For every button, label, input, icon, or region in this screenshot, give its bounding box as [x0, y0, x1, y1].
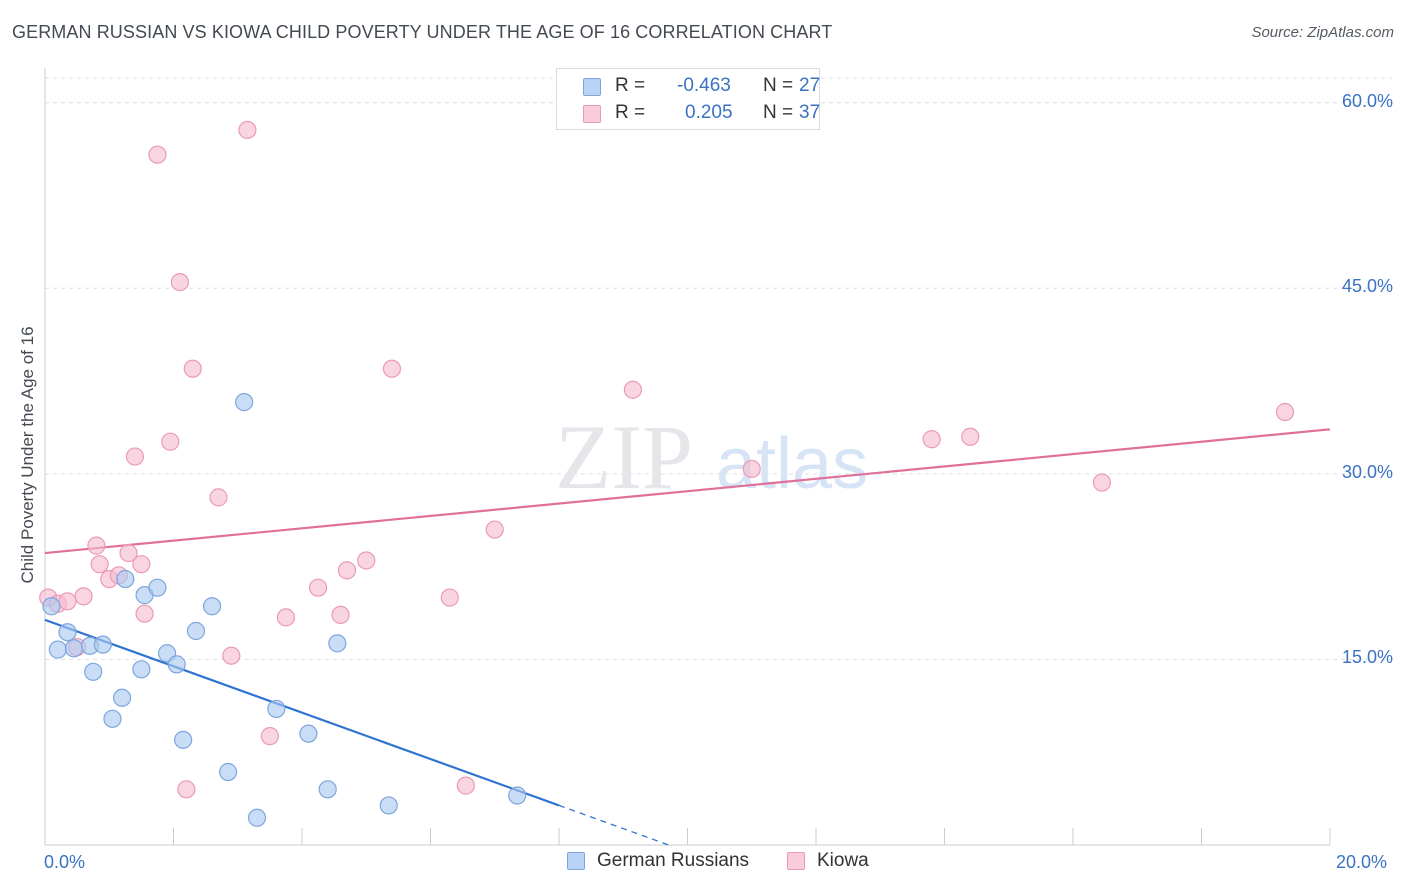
r-label: R = [615, 75, 646, 96]
point-german-russians [235, 393, 254, 412]
legend-item-kiowa: Kiowa [787, 850, 869, 872]
n-label: N = [763, 75, 794, 96]
point-german-russians [64, 639, 84, 658]
point-kiowa [125, 447, 145, 466]
legend-swatch-blue [567, 852, 585, 870]
point-kiowa [87, 536, 106, 555]
point-german-russians [379, 796, 398, 815]
y-tick-label: 30.0% [1341, 461, 1393, 482]
legend-swatch-blue [583, 78, 601, 96]
r-label: R = [615, 102, 646, 123]
point-german-russians [132, 660, 151, 679]
point-german-russians [219, 762, 238, 782]
point-kiowa [148, 145, 167, 164]
point-german-russians [42, 597, 61, 616]
legend-swatch-pink [787, 852, 805, 870]
point-kiowa [58, 592, 77, 611]
point-kiowa [161, 432, 180, 451]
legend-label: Kiowa [817, 850, 869, 871]
y-tick-label: 15.0% [1341, 647, 1393, 668]
point-german-russians [148, 578, 167, 597]
point-kiowa [238, 120, 257, 140]
point-kiowa [331, 605, 350, 625]
point-kiowa [456, 776, 475, 795]
point-kiowa [260, 727, 279, 746]
watermark-zip: ZIP [555, 406, 693, 508]
point-kiowa [922, 430, 941, 449]
x-tick-label-min: 0.0% [44, 852, 86, 872]
point-kiowa [485, 520, 504, 539]
legend-label: German Russians [597, 850, 750, 871]
y-tick-label: 45.0% [1341, 276, 1393, 297]
point-german-russians [247, 808, 267, 827]
grid-lines [45, 77, 1392, 660]
x-tick-label-max: 20.0% [1336, 852, 1388, 872]
n-label: N = [763, 102, 794, 123]
point-kiowa [961, 427, 980, 446]
correlation-legend: R = -0.463 N = 27 R = 0.205 N = 37 [556, 68, 820, 130]
watermark: ZIP atlas [555, 406, 868, 508]
y-axis-label: Child Poverty Under the Age of 16 [18, 326, 37, 584]
point-kiowa [357, 551, 376, 570]
chart-title: GERMAN RUSSIAN VS KIOWA CHILD POVERTY UN… [12, 22, 833, 42]
y-tick-label: 60.0% [1341, 90, 1393, 111]
point-kiowa [132, 555, 151, 574]
point-german-russians [328, 634, 347, 653]
trend-line-kiowa [44, 428, 1331, 555]
legend-swatch-pink [583, 105, 601, 123]
point-kiowa [1275, 402, 1295, 422]
point-kiowa [209, 488, 228, 507]
watermark-atlas: atlas [716, 424, 868, 504]
point-kiowa [170, 273, 190, 292]
point-kiowa [119, 543, 138, 563]
point-german-russians [167, 655, 186, 674]
point-german-russians [112, 688, 132, 707]
point-kiowa [337, 561, 357, 580]
source-label: Source: ZipAtlas.com [1251, 24, 1394, 41]
n-value: 37 [799, 102, 821, 123]
point-kiowa [1092, 473, 1112, 492]
point-german-russians [84, 662, 103, 681]
point-kiowa [183, 359, 202, 378]
point-kiowa [276, 608, 296, 627]
point-german-russians [58, 623, 77, 642]
legend-item-german-russians: German Russians [567, 850, 749, 872]
point-kiowa [177, 780, 196, 799]
point-kiowa [308, 578, 328, 597]
point-kiowa [382, 359, 402, 378]
point-german-russians [103, 709, 122, 728]
point-kiowa [222, 646, 241, 665]
point-german-russians [202, 597, 222, 616]
trend-lines [44, 428, 1331, 846]
point-german-russians [267, 699, 286, 719]
point-german-russians [186, 621, 206, 641]
point-german-russians [116, 569, 135, 589]
trend-line-extension [558, 804, 669, 846]
point-german-russians [93, 635, 112, 654]
r-value: 0.205 [685, 102, 733, 123]
trend-line-german-russians [44, 618, 560, 807]
series-legend: German Russians Kiowa [0, 850, 1406, 878]
axes [44, 68, 1331, 846]
n-value: 27 [799, 75, 821, 96]
point-german-russians [299, 724, 318, 743]
r-value: -0.463 [677, 75, 731, 96]
point-kiowa [623, 380, 642, 399]
point-kiowa [742, 459, 761, 479]
data-points [39, 120, 1295, 827]
point-kiowa [90, 555, 109, 574]
point-german-russians [318, 780, 337, 799]
point-german-russians [508, 786, 527, 805]
point-german-russians [174, 730, 193, 749]
point-kiowa [74, 587, 93, 606]
point-kiowa [135, 604, 154, 623]
point-german-russians [48, 640, 67, 659]
point-kiowa [440, 588, 459, 607]
